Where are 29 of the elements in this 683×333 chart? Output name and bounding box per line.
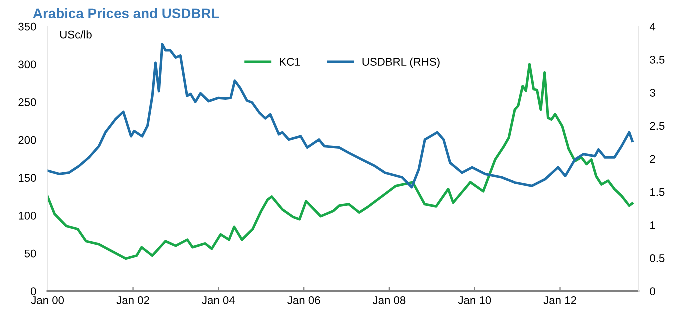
y-tick-label: 200 [18, 136, 36, 144]
y2-tick-label: 0 [650, 288, 656, 296]
y2-tick-label: 2 [650, 155, 656, 164]
y2-tick-label: 0.5 [650, 254, 665, 262]
x-tick-label: Jan 04 [202, 296, 235, 304]
legend-label: KC1 [280, 58, 300, 66]
y-tick-label: 100 [19, 212, 36, 220]
legend-label: USDBRL (RHS) [362, 58, 440, 68]
y-tick-label: 0 [30, 288, 36, 296]
y-tick-label: 150 [19, 174, 36, 182]
y2-tick-label: 2.5 [650, 122, 665, 130]
y2-tick-label: 4 [650, 23, 656, 31]
y-tick-label: 250 [18, 98, 36, 106]
y2-tick-label: 3 [650, 89, 656, 97]
x-tick-label: Jan 02 [116, 296, 150, 304]
line-series [48, 43, 634, 189]
y-tick-label: 350 [18, 22, 36, 31]
y2-tick-label: 1 [650, 222, 656, 230]
y-axis-title: USc/lb [60, 30, 92, 39]
x-tick-label: Jan 12 [544, 296, 576, 304]
x-tick-label: Jan 06 [288, 296, 320, 304]
y-tick-label: 300 [18, 60, 36, 69]
y-tick-label: 50 [24, 250, 36, 258]
x-tick-label: Jan 08 [372, 296, 406, 304]
chart-title: Arabica Prices and USDBRL [33, 8, 220, 19]
x-tick-label: Jan 10 [458, 296, 492, 304]
x-tick-label: Jan 00 [31, 296, 64, 304]
y2-tick-label: 3.5 [650, 56, 665, 64]
y2-tick-label: 1.5 [650, 188, 665, 196]
